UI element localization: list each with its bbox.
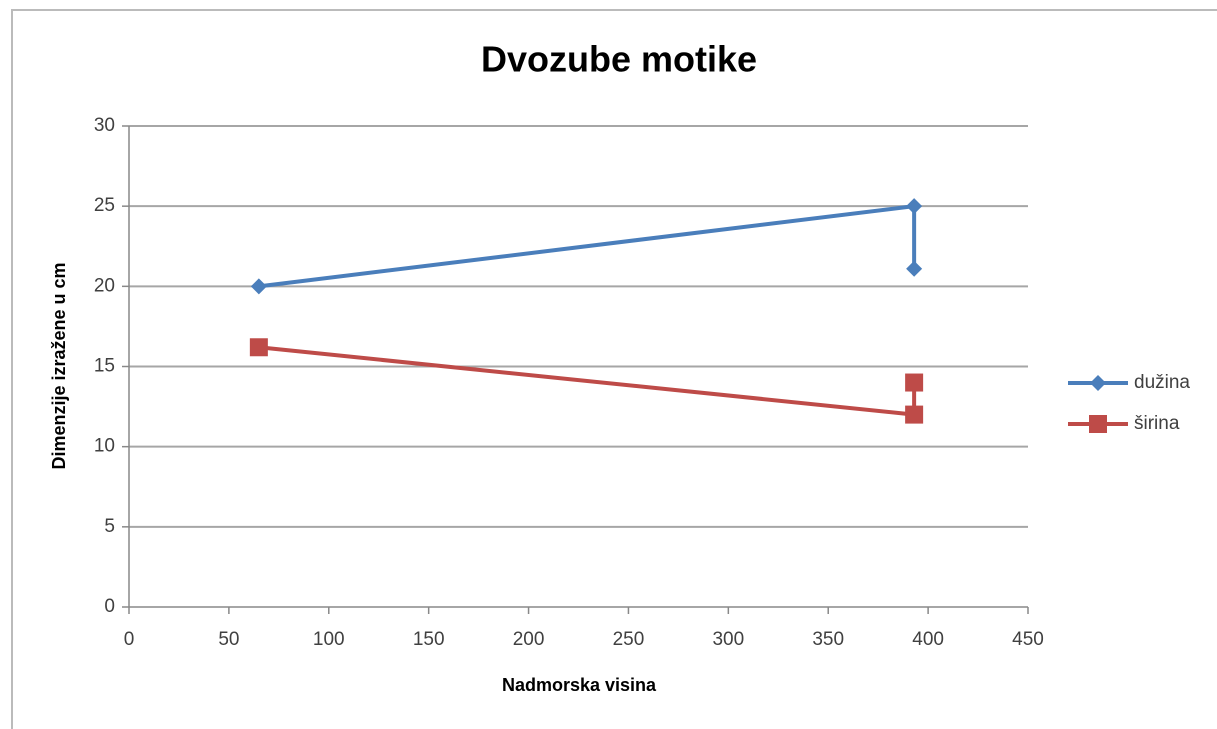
legend-label: širina [1134,413,1180,434]
y-tick-label: 15 [94,356,115,377]
legend-marker [1089,415,1107,433]
x-tick-label: 150 [413,629,445,650]
data-point [905,373,924,392]
series-line [258,203,917,289]
y-tick-label: 5 [104,516,115,537]
y-tick-label: 10 [94,436,115,457]
x-tick-label: 350 [812,629,844,650]
x-tick-label: 450 [1012,629,1044,650]
x-tick-label: 100 [313,629,345,650]
chart-title: Dvozube motike [481,39,757,80]
legend-marker [1090,375,1106,391]
x-tick-label: 0 [124,629,135,650]
data-point [905,405,924,424]
legend-label: dužina [1134,372,1190,393]
x-tick-label: 400 [912,629,944,650]
y-tick-label: 25 [94,195,115,216]
x-tick-label: 200 [513,629,545,650]
x-tick-label: 300 [712,629,744,650]
chart-border [11,9,1217,729]
series-line [258,345,917,417]
y-axis-title: Dimenzije izražene u cm [49,262,69,469]
x-axis-title: Nadmorska visina [502,675,657,695]
y-tick-label: 30 [94,115,115,136]
x-tick-label: 50 [218,629,239,650]
data-point [250,278,267,295]
y-tick-label: 20 [94,275,115,296]
data-point [906,198,923,215]
y-tick-label: 0 [104,596,115,617]
x-tick-label: 250 [613,629,645,650]
data-point [249,338,268,357]
data-point [906,260,923,277]
